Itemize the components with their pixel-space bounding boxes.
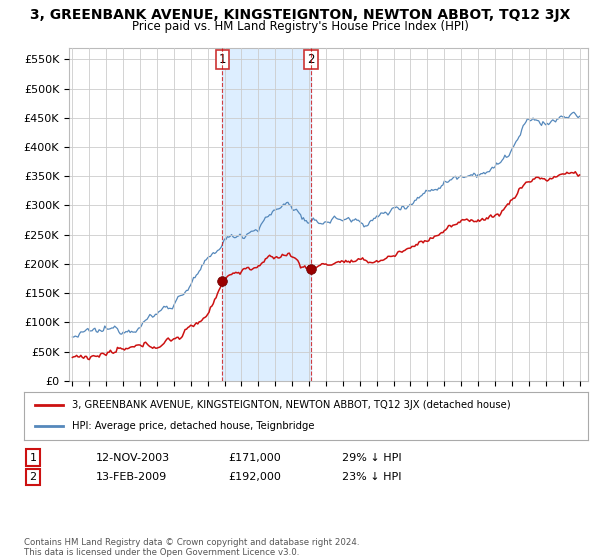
Text: 1: 1: [29, 452, 37, 463]
Text: £192,000: £192,000: [228, 472, 281, 482]
Text: 2: 2: [307, 53, 315, 66]
Text: HPI: Average price, detached house, Teignbridge: HPI: Average price, detached house, Teig…: [72, 421, 314, 431]
Text: 3, GREENBANK AVENUE, KINGSTEIGNTON, NEWTON ABBOT, TQ12 3JX: 3, GREENBANK AVENUE, KINGSTEIGNTON, NEWT…: [30, 8, 570, 22]
Text: 29% ↓ HPI: 29% ↓ HPI: [342, 452, 401, 463]
Text: 2: 2: [29, 472, 37, 482]
Text: 13-FEB-2009: 13-FEB-2009: [96, 472, 167, 482]
Bar: [223, 48, 311, 381]
Text: Price paid vs. HM Land Registry's House Price Index (HPI): Price paid vs. HM Land Registry's House …: [131, 20, 469, 33]
Text: 12-NOV-2003: 12-NOV-2003: [96, 452, 170, 463]
Text: Contains HM Land Registry data © Crown copyright and database right 2024.
This d: Contains HM Land Registry data © Crown c…: [24, 538, 359, 557]
Text: £171,000: £171,000: [228, 452, 281, 463]
Text: 23% ↓ HPI: 23% ↓ HPI: [342, 472, 401, 482]
Text: 3, GREENBANK AVENUE, KINGSTEIGNTON, NEWTON ABBOT, TQ12 3JX (detached house): 3, GREENBANK AVENUE, KINGSTEIGNTON, NEWT…: [72, 400, 511, 410]
Text: 1: 1: [218, 53, 226, 66]
